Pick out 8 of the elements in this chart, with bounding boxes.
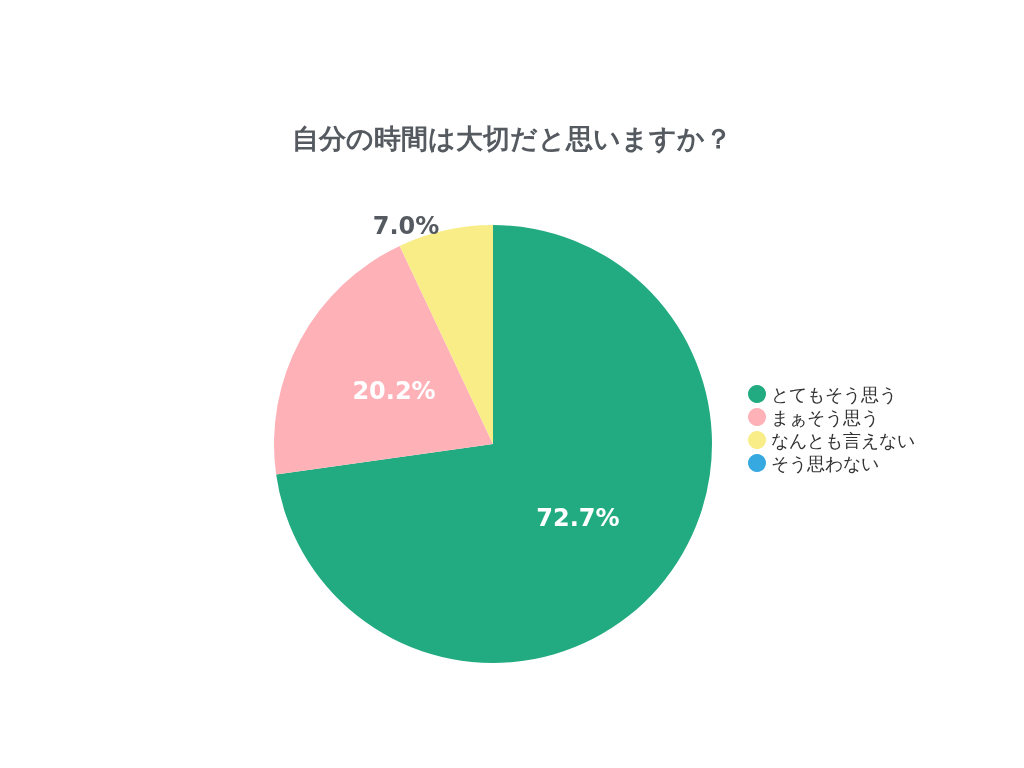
legend-label: まぁそう思う (771, 406, 879, 428)
data-label: 20.2% (352, 376, 436, 405)
legend-label: なんとも言えない (771, 429, 915, 451)
data-label: 72.7% (536, 503, 620, 532)
legend-label: そう思わない (771, 452, 879, 474)
chart-title: 自分の時間は大切だと思いますか？ (292, 123, 732, 154)
legend-label: とてもそう思う (771, 383, 897, 405)
data-label: 7.0% (372, 212, 440, 241)
